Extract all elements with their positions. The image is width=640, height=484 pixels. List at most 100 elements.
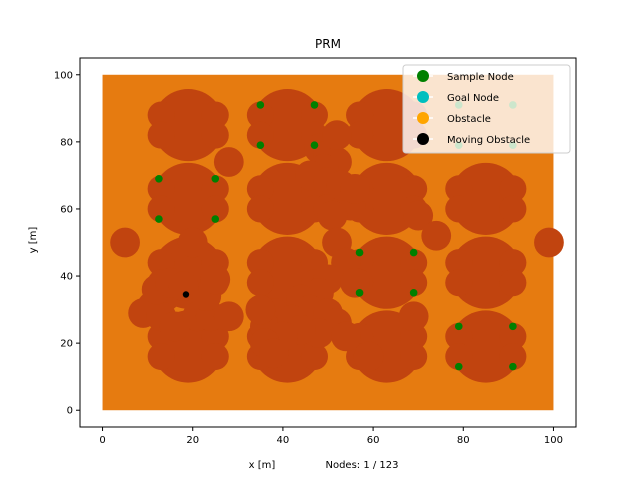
axes-frame xyxy=(79,57,577,428)
x-tick-label: 100 xyxy=(544,435,563,446)
obstacle-circle xyxy=(445,269,473,297)
sample-node-point xyxy=(509,322,517,331)
ticks-layer: 0 20 40 60 80 100 0 20 40 60 80 100 xyxy=(54,70,563,446)
sample-node-point xyxy=(211,174,220,183)
y-tick-label: 20 xyxy=(60,339,73,350)
obstacle-circle xyxy=(346,101,374,129)
obstacle-circle xyxy=(445,343,473,371)
legend-marker-moving-obstacle xyxy=(417,133,429,145)
y-tick-label: 60 xyxy=(60,204,73,215)
obstacle-circle xyxy=(201,175,229,203)
obstacle-circle xyxy=(200,264,231,295)
chart-title: PRM xyxy=(315,37,341,51)
obstacle-circle xyxy=(445,195,473,223)
obstacle-layer xyxy=(110,89,564,383)
sample-node-point xyxy=(355,248,364,257)
x-tick-label: 80 xyxy=(457,435,470,446)
legend-label-goal-node: Goal Node xyxy=(447,93,499,104)
obstacle-circle xyxy=(445,249,473,277)
x-tick-label: 60 xyxy=(367,435,380,446)
sample-node-point xyxy=(256,101,265,109)
x-tick-label: 20 xyxy=(186,435,199,446)
obstacle-circle xyxy=(346,121,374,149)
x-tick-label: 40 xyxy=(277,435,290,446)
y-tick-label: 100 xyxy=(54,70,73,81)
x-tick-label: 0 xyxy=(99,435,105,446)
obstacle-circle xyxy=(147,175,175,203)
obstacle-circle xyxy=(322,120,352,151)
legend-label-moving-obstacle: Moving Obstacle xyxy=(447,135,530,146)
obstacle-circle xyxy=(353,341,384,372)
legend-label-obstacle: Obstacle xyxy=(447,114,491,125)
obstacle-circle xyxy=(400,249,428,277)
sample-node-point xyxy=(155,215,163,223)
obstacle-circle xyxy=(331,321,361,352)
nodes-counter: Nodes: 1 / 123 xyxy=(325,460,398,471)
obstacle-circle xyxy=(246,249,274,277)
obstacle-circle xyxy=(213,147,244,177)
obstacle-circle xyxy=(400,343,428,371)
sample-node-point xyxy=(454,362,463,371)
legend-marker-goal-node xyxy=(417,91,429,103)
obstacle-circle xyxy=(246,101,274,129)
obstacle-circle xyxy=(445,175,473,203)
sample-node-point xyxy=(454,322,463,331)
obstacle-circle xyxy=(168,271,199,301)
legend: Sample Node Goal Node Obstacle Moving Obsta… xyxy=(402,64,571,154)
obstacle-circle xyxy=(246,121,274,149)
obstacle-circle xyxy=(403,200,434,231)
sample-node-point xyxy=(409,289,418,297)
obstacle-circle xyxy=(213,301,244,332)
obstacle-circle xyxy=(147,343,175,371)
sample-node-point xyxy=(355,289,364,297)
sample-node-point xyxy=(256,141,265,150)
obstacle-circle xyxy=(499,175,527,203)
obstacle-circle xyxy=(300,101,328,129)
obstacle-circle xyxy=(245,294,276,325)
obstacle-circle xyxy=(400,269,428,297)
obstacle-circle xyxy=(201,121,229,149)
sample-node-point xyxy=(211,215,220,223)
x-axis-label: x [m] xyxy=(249,460,276,471)
obstacle-circle xyxy=(400,175,428,203)
legend-marker-obstacle xyxy=(417,112,429,124)
legend-label-sample-node: Sample Node xyxy=(447,72,514,83)
obstacle-circle xyxy=(445,322,473,350)
obstacle-circle xyxy=(259,338,289,369)
y-tick-label: 0 xyxy=(67,406,73,417)
sample-node-point xyxy=(409,248,418,257)
legend-marker-sample-node xyxy=(417,70,429,82)
obstacle-circle xyxy=(499,322,527,350)
sample-node-point xyxy=(310,101,319,109)
obstacle-circle xyxy=(159,311,190,342)
obstacle-circle xyxy=(177,227,208,258)
sample-node-point xyxy=(310,141,319,150)
y-axis-label: y [m] xyxy=(28,227,39,254)
obstacle-circle xyxy=(398,301,429,332)
obstacle-circle xyxy=(499,269,527,297)
obstacle-circle xyxy=(421,220,452,251)
obstacle-circle xyxy=(340,267,370,298)
obstacle-circle xyxy=(110,227,140,258)
obstacle-circle xyxy=(201,195,229,223)
sample-node-point xyxy=(155,174,163,183)
obstacle-circle xyxy=(340,173,370,204)
y-tick-label: 80 xyxy=(60,137,73,148)
y-tick-label: 40 xyxy=(60,272,73,283)
obstacle-circle xyxy=(246,195,274,223)
obstacle-circle xyxy=(147,195,175,223)
obstacle-circle xyxy=(499,343,527,371)
legend-box xyxy=(402,64,571,154)
moving-obstacle-point xyxy=(182,291,190,298)
sample-node-point xyxy=(509,362,517,371)
obstacle-circle xyxy=(499,249,527,277)
obstacle-circle xyxy=(201,343,229,371)
obstacle-circle xyxy=(246,175,274,203)
obstacle-circle xyxy=(246,269,274,297)
obstacle-circle xyxy=(499,195,527,223)
obstacle-circle xyxy=(147,121,175,149)
obstacle-circle xyxy=(317,200,348,231)
obstacle-circle xyxy=(534,227,564,258)
